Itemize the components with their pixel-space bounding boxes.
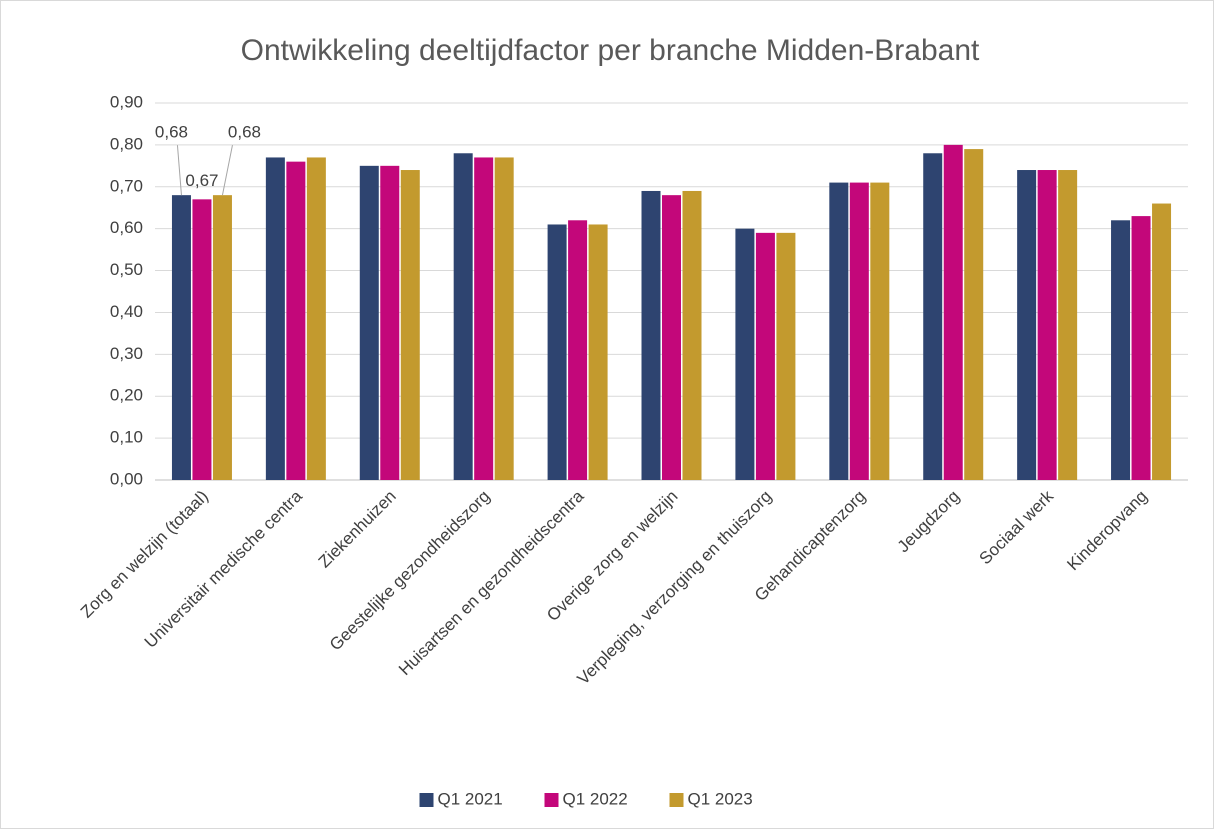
bar: [964, 149, 984, 481]
bar: [171, 195, 191, 480]
bar: [682, 190, 702, 480]
y-tick-label: 0,10: [110, 428, 143, 447]
bar: [494, 157, 514, 480]
y-tick-label: 0,90: [110, 92, 143, 111]
y-tick-label: 0,20: [110, 386, 143, 405]
bar: [265, 157, 285, 480]
bar: [453, 153, 473, 480]
bar: [380, 165, 400, 481]
bar: [849, 182, 869, 481]
leader-line: [176, 145, 182, 196]
bar: [870, 182, 890, 481]
bar: [1152, 203, 1172, 481]
legend-label: Q1 2021: [438, 789, 503, 808]
bar: [829, 182, 849, 481]
bar: [662, 195, 681, 480]
y-tick-label: 0,50: [110, 260, 143, 279]
bar: [400, 170, 420, 480]
bar: [568, 220, 588, 481]
data-label: 0,68: [228, 123, 261, 142]
bar: [1111, 220, 1131, 481]
bar: [1131, 216, 1151, 480]
bar: [1017, 170, 1037, 480]
legend-swatch: [669, 793, 684, 807]
legend-swatch: [419, 793, 434, 807]
bar: [306, 157, 326, 480]
bar: [923, 153, 943, 480]
leader-line: [221, 145, 233, 196]
data-label: 0,68: [155, 123, 188, 142]
bar: [588, 224, 608, 480]
bar: [1037, 170, 1057, 480]
bar: [943, 144, 963, 480]
bar: [735, 228, 755, 480]
chart-title: Ontwikkeling deeltijdfactor per branche …: [241, 34, 980, 67]
bar: [192, 199, 212, 480]
bar: [359, 165, 379, 481]
bar: [641, 190, 661, 480]
legend-label: Q1 2023: [688, 789, 753, 808]
bar: [547, 224, 567, 480]
bar: [286, 161, 306, 480]
y-tick-label: 0,40: [110, 302, 143, 321]
bar: [776, 232, 796, 480]
data-label: 0,67: [185, 171, 218, 190]
legend-label: Q1 2022: [563, 789, 628, 808]
bar: [474, 157, 494, 480]
legend-swatch: [544, 793, 559, 807]
y-tick-label: 0,70: [110, 176, 143, 195]
y-tick-label: 0,30: [110, 344, 143, 363]
bar: [755, 232, 775, 480]
bar: [1058, 170, 1078, 480]
bar: [212, 195, 232, 480]
y-tick-label: 0,80: [110, 134, 143, 153]
y-tick-label: 0,00: [110, 469, 143, 488]
y-tick-label: 0,60: [110, 218, 143, 237]
